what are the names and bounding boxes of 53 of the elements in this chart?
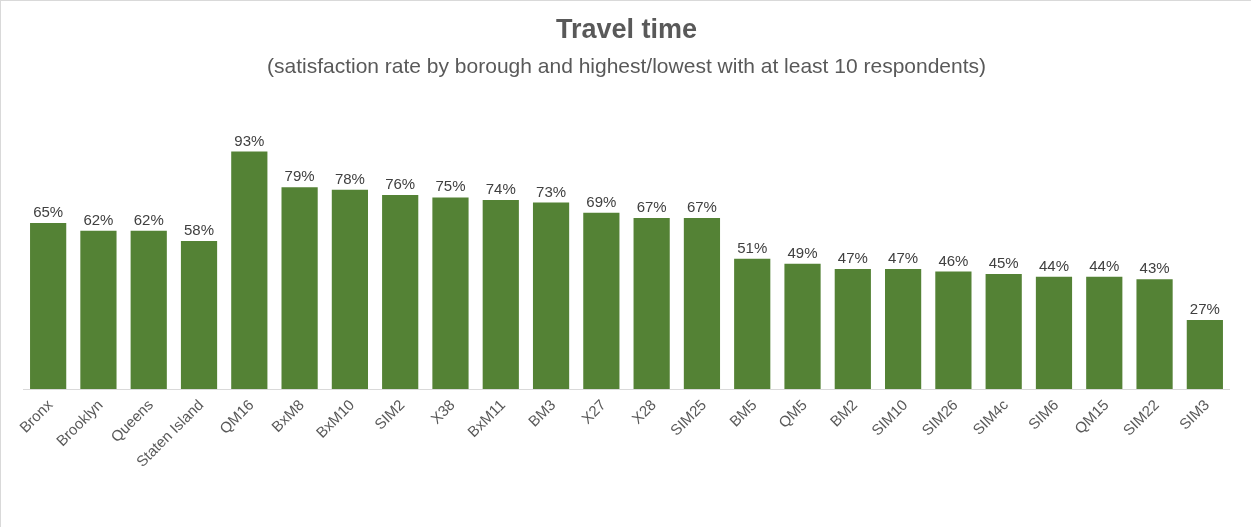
bar xyxy=(985,274,1022,389)
data-label: 45% xyxy=(988,254,1019,272)
data-label: 78% xyxy=(334,169,365,187)
data-label: 43% xyxy=(1139,259,1170,277)
bar xyxy=(80,230,117,389)
data-label: 49% xyxy=(787,243,818,261)
data-label: 79% xyxy=(284,167,315,185)
bar xyxy=(130,230,167,389)
data-label: 74% xyxy=(485,180,516,198)
bar xyxy=(30,223,67,389)
bar xyxy=(683,217,721,389)
bar xyxy=(432,197,469,389)
data-label: 47% xyxy=(837,248,868,266)
data-label: 76% xyxy=(385,174,416,192)
bar xyxy=(1186,320,1223,389)
bar xyxy=(1136,279,1173,389)
bar xyxy=(885,268,922,389)
data-label: 62% xyxy=(133,210,164,228)
data-label: 67% xyxy=(686,197,717,215)
bar xyxy=(1086,276,1123,389)
bar xyxy=(532,202,570,389)
bar xyxy=(281,187,318,389)
bar xyxy=(583,212,620,389)
x-tick-label: X38 xyxy=(427,395,458,427)
data-label: 65% xyxy=(33,203,64,221)
x-tick-label: X27 xyxy=(577,395,609,427)
data-label: 69% xyxy=(586,192,617,210)
bar xyxy=(734,258,771,389)
bar xyxy=(331,189,368,389)
data-label: 47% xyxy=(888,248,919,266)
chart-subtitle: (satisfaction rate by borough and highest/lowest with at least 10 respondents) xyxy=(266,53,987,77)
data-label: 62% xyxy=(83,210,114,228)
data-label: 58% xyxy=(184,220,215,238)
chart-title: Travel time xyxy=(555,13,698,44)
data-label: 44% xyxy=(1038,256,1069,274)
bar xyxy=(1035,276,1073,389)
bar xyxy=(633,217,670,389)
bar xyxy=(231,151,268,389)
data-label: 75% xyxy=(435,177,466,195)
x-tick-label: X28 xyxy=(628,395,660,427)
bar xyxy=(834,268,871,389)
bar xyxy=(935,271,972,389)
bar xyxy=(382,194,419,389)
data-label: 93% xyxy=(234,131,265,149)
bar xyxy=(482,200,519,389)
data-label: 27% xyxy=(1189,300,1220,318)
bar xyxy=(784,263,821,389)
data-label: 67% xyxy=(636,197,667,215)
data-label: 46% xyxy=(938,251,969,269)
data-label: 73% xyxy=(536,182,567,200)
bar xyxy=(180,240,218,389)
data-label: 51% xyxy=(737,238,768,256)
data-label: 44% xyxy=(1089,256,1120,274)
